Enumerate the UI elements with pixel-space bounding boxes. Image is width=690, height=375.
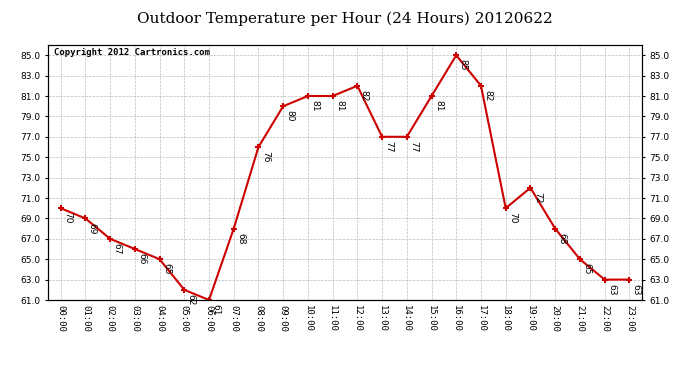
Text: 82: 82 xyxy=(484,90,493,101)
Text: 80: 80 xyxy=(286,110,295,122)
Text: 70: 70 xyxy=(63,212,72,224)
Text: 70: 70 xyxy=(508,212,518,224)
Text: 81: 81 xyxy=(434,100,443,112)
Text: 63: 63 xyxy=(632,284,641,295)
Text: 85: 85 xyxy=(459,59,468,71)
Text: 67: 67 xyxy=(112,243,121,255)
Text: 69: 69 xyxy=(88,223,97,234)
Text: 76: 76 xyxy=(261,151,270,163)
Text: 68: 68 xyxy=(558,233,566,244)
Text: 62: 62 xyxy=(187,294,196,305)
Text: 66: 66 xyxy=(137,253,146,265)
Text: 65: 65 xyxy=(162,263,171,275)
Text: Outdoor Temperature per Hour (24 Hours) 20120622: Outdoor Temperature per Hour (24 Hours) … xyxy=(137,11,553,26)
Text: 82: 82 xyxy=(359,90,369,101)
Text: Copyright 2012 Cartronics.com: Copyright 2012 Cartronics.com xyxy=(55,48,210,57)
Text: 65: 65 xyxy=(582,263,591,275)
Text: 81: 81 xyxy=(310,100,319,112)
Text: 68: 68 xyxy=(236,233,245,244)
Text: 61: 61 xyxy=(211,304,221,316)
Text: 72: 72 xyxy=(533,192,542,203)
Text: 63: 63 xyxy=(607,284,616,295)
Text: 81: 81 xyxy=(335,100,344,112)
Text: 77: 77 xyxy=(384,141,393,153)
Text: 77: 77 xyxy=(409,141,418,153)
